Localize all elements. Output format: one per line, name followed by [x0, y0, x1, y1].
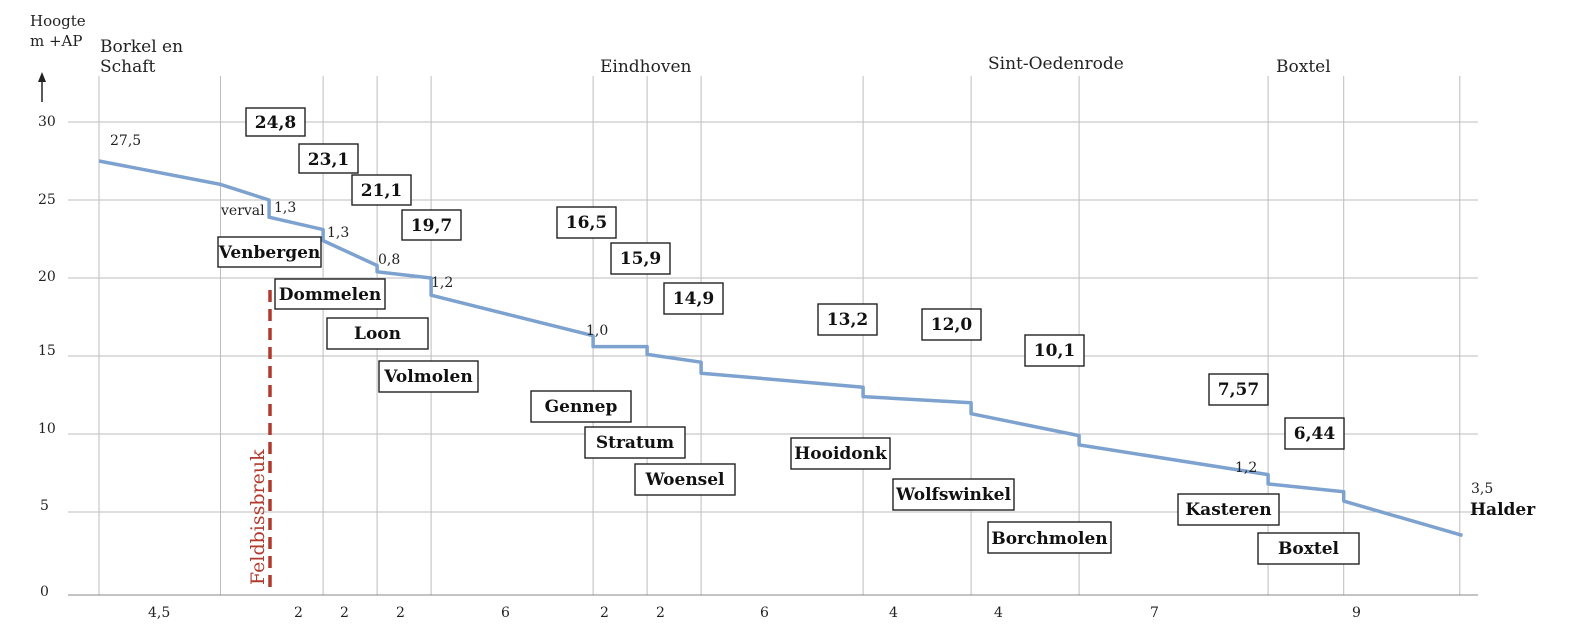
mill-box-loon: Loon: [326, 317, 429, 350]
drop-label: 1,3: [274, 200, 296, 216]
y-axis-arrow-icon: [38, 72, 46, 102]
drop-label: 0,8: [378, 252, 400, 268]
elevation-label-end: 3,5: [1471, 481, 1493, 497]
place-eindhoven: Eindhoven: [600, 57, 692, 77]
segment-distance: 4: [889, 605, 898, 621]
elevation-box-label: 10,1: [1034, 341, 1075, 361]
y-tick-label: 20: [38, 269, 56, 285]
y-axis-title-line-1: Hoogte: [30, 12, 86, 30]
mill-box-woensel: Woensel: [634, 463, 736, 496]
mill-box-dommelen: Dommelen: [274, 278, 386, 310]
place-sint-oedenrode: Sint-Oedenrode: [988, 54, 1124, 74]
elevation-box-label: 14,9: [673, 289, 714, 309]
segment-distance: 6: [760, 605, 769, 621]
mill-label: Gennep: [545, 397, 618, 417]
elevation-box: 19,7: [401, 209, 462, 241]
elevation-box-label: 21,1: [361, 181, 402, 201]
elevation-box-label: 16,5: [566, 213, 607, 233]
y-tick-label: 0: [40, 584, 49, 600]
segment-distance: 4,5: [148, 605, 170, 621]
drop-label: 1,2: [1235, 460, 1257, 476]
elevation-box: 16,5: [556, 206, 617, 239]
elevation-box: 13,2: [817, 303, 878, 336]
mill-label: Volmolen: [383, 367, 472, 387]
mill-box-wolfswinkel: Wolfswinkel: [892, 478, 1015, 511]
horizontal-gridlines: [68, 121, 1478, 513]
elevation-box: 6,44: [1284, 417, 1345, 450]
segment-distance: 2: [656, 605, 665, 621]
mill-label: Hooidonk: [794, 444, 888, 464]
elevation-box-label: 7,57: [1218, 380, 1259, 400]
segment-distance: 7: [1150, 605, 1159, 621]
drop-label: 1,3: [327, 225, 349, 241]
elevation-box-label: 15,9: [620, 249, 661, 269]
elevation-box: 23,1: [298, 143, 359, 174]
segment-distance: 4: [994, 605, 1003, 621]
mill-box-stratum: Stratum: [584, 426, 686, 459]
elevation-box: 12,0: [921, 308, 982, 341]
place-borkel-line-2: Schaft: [100, 57, 156, 77]
elevation-box-label: 12,0: [931, 315, 973, 335]
elevation-box-label: 19,7: [411, 216, 452, 236]
mill-box-boxtel: Boxtel: [1257, 532, 1360, 565]
elevation-box: 24,8: [245, 107, 306, 137]
segment-distance: 2: [600, 605, 609, 621]
elevation-box: 21,1: [351, 174, 412, 206]
mill-box-borchmolen: Borchmolen: [987, 521, 1112, 554]
elevation-label-start: 27,5: [110, 133, 141, 149]
segment-distance: 6: [501, 605, 510, 621]
elevation-box: 7,57: [1208, 373, 1269, 406]
mill-label: Wolfswinkel: [895, 485, 1011, 505]
y-tick-label: 15: [38, 343, 56, 359]
mill-label: Loon: [354, 324, 401, 344]
y-axis-title-line-2: m +AP: [30, 32, 83, 50]
river-profile-line: [98, 159, 1463, 538]
mill-label: Venbergen: [218, 243, 321, 263]
elevation-box: 14,9: [663, 282, 724, 315]
y-tick-label: 25: [38, 192, 56, 208]
mill-box-kasteren: Kasteren: [1177, 493, 1280, 526]
elevation-box: 15,9: [610, 242, 671, 275]
mill-box-venbergen: Venbergen: [217, 236, 322, 268]
mill-box-hooidonk: Hooidonk: [790, 437, 891, 470]
drop-label-verval: verval: [220, 203, 265, 219]
place-boxtel-top: Boxtel: [1276, 57, 1331, 77]
drop-label: 1,2: [431, 275, 453, 291]
mill-box-volmolen: Volmolen: [378, 360, 479, 393]
elevation-box-label: 24,8: [255, 113, 296, 133]
elevation-box-label: 23,1: [308, 150, 349, 170]
place-borkel-line-1: Borkel en: [100, 37, 183, 57]
y-tick-label: 5: [40, 498, 49, 514]
mill-label: Boxtel: [1278, 539, 1340, 559]
segment-distance: 9: [1352, 605, 1361, 621]
mill-label: Kasteren: [1185, 500, 1271, 520]
drop-label: 1,0: [586, 323, 608, 339]
elevation-box: 10,1: [1024, 334, 1085, 367]
mill-label: Woensel: [644, 470, 725, 490]
fault-label: Feldbissbreuk: [247, 449, 269, 585]
mill-label: Stratum: [596, 433, 674, 453]
mill-label: Borchmolen: [991, 529, 1107, 549]
y-tick-label: 30: [38, 114, 56, 130]
segment-distance: 2: [340, 605, 349, 621]
elevation-box-label: 13,2: [827, 310, 868, 330]
y-tick-label: 10: [38, 421, 56, 437]
mill-box-gennep: Gennep: [530, 390, 632, 423]
elevation-box-label: 6,44: [1294, 424, 1336, 444]
mill-label: Dommelen: [279, 285, 382, 305]
end-place-label: Halder: [1470, 500, 1536, 520]
segment-distance: 2: [396, 605, 405, 621]
segment-distance: 2: [294, 605, 303, 621]
